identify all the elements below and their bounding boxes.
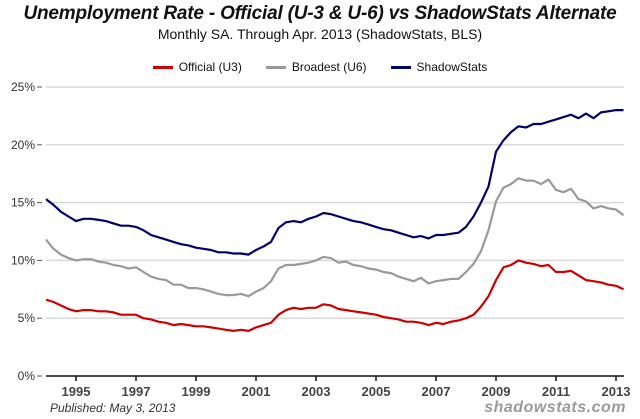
x-axis: 1995 1997 1999 2001 2003 2005 2007 2009 2011 2013 — [46, 375, 631, 399]
series-line-broadest-u6 — [45, 177, 625, 298]
x-tick-label: 2007 — [422, 384, 451, 399]
x-tick-label: 1997 — [122, 384, 151, 399]
y-tick-label: 15% — [11, 196, 35, 210]
series-lines — [45, 108, 625, 332]
x-tick-label: 2003 — [302, 384, 331, 399]
chart-title: Unemployment Rate - Official (U-3 & U-6)… — [23, 3, 617, 24]
x-tick-label: 2005 — [362, 384, 391, 399]
x-tick-label: 2013 — [602, 384, 631, 399]
legend-label-official-u3: Official (U3) — [178, 60, 242, 74]
y-tick-label: 0% — [18, 369, 36, 383]
x-tick-label: 1995 — [62, 384, 91, 399]
legend-item-broadest-u6: Broadest (U6) — [265, 60, 367, 74]
y-tick-label: 20% — [11, 138, 35, 152]
legend: Official (U3) Broadest (U6) ShadowStats — [0, 60, 640, 74]
published-date: Published: May 3, 2013 — [50, 401, 176, 415]
series-line-shadowstats — [45, 108, 624, 256]
y-tick-label: 5% — [18, 311, 36, 325]
legend-swatch-broadest-u6 — [265, 65, 286, 69]
x-tick-label: 2009 — [482, 384, 511, 399]
y-tick-label: 10% — [11, 253, 35, 267]
legend-swatch-shadowstats — [390, 65, 411, 69]
legend-item-official-u3: Official (U3) — [152, 60, 242, 74]
x-tick-label: 1999 — [182, 384, 211, 399]
y-tick-label: 25% — [11, 80, 35, 94]
y-axis: 0% 5% 10% 15% 20% 25% — [11, 80, 42, 383]
legend-label-shadowstats: ShadowStats — [416, 60, 488, 74]
legend-swatch-official-u3 — [152, 65, 173, 69]
x-tick-label: 2011 — [542, 384, 570, 399]
x-tick-label: 2001 — [242, 384, 271, 399]
legend-label-broadest-u6: Broadest (U6) — [291, 60, 367, 74]
series-line-official-u3 — [45, 259, 624, 332]
legend-item-shadowstats: ShadowStats — [390, 60, 488, 74]
chart-subtitle: Monthly SA. Through Apr. 2013 (ShadowSta… — [157, 26, 483, 42]
watermark: shadowstats.com — [484, 399, 626, 416]
gridlines — [46, 86, 624, 319]
